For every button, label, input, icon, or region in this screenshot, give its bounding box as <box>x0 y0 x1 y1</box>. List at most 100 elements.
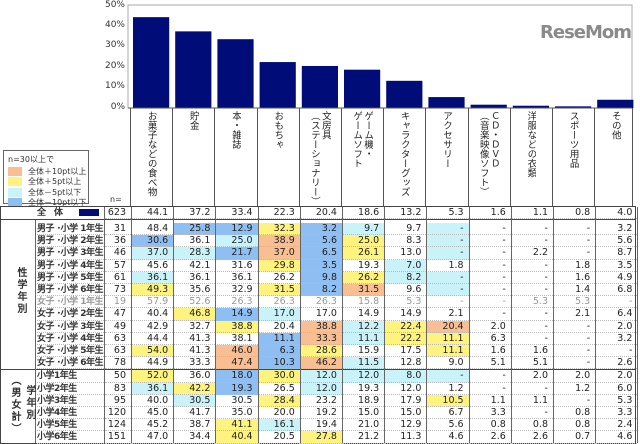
row-value: 52.6 <box>173 296 216 309</box>
row-n: 78 <box>105 357 131 370</box>
row-value: 26.2 <box>257 272 300 284</box>
category-header-text: 貯金 <box>188 108 199 206</box>
row-value: - <box>468 247 511 260</box>
row-n: 124 <box>105 419 131 432</box>
legend-swatch <box>8 166 22 176</box>
row-value: 2.0 <box>468 321 511 333</box>
row-label: 男子 ･小学 5年生 <box>37 272 104 284</box>
row-value: 13.0 <box>384 247 427 260</box>
bar <box>512 105 549 108</box>
group-label-gender-grade: 性学年別 <box>15 267 26 315</box>
row-value: - <box>426 235 469 248</box>
total-label: 全 体 <box>37 208 63 218</box>
row-value: - <box>553 235 596 248</box>
row-value: 35.6 <box>173 284 216 297</box>
row-value: 52.0 <box>131 370 174 383</box>
legend-label: 全体－5pt以下 <box>28 187 82 197</box>
row-label: 男子 ･小学 1年生 <box>37 224 104 236</box>
category-header: その他 <box>594 108 636 206</box>
row-value: 5.3 <box>510 296 553 309</box>
y-tick-label: 40% <box>104 19 125 30</box>
row-value: 0.8 <box>553 407 596 420</box>
row-value: 2.1 <box>426 308 469 321</box>
row-value: 10.5 <box>426 394 469 407</box>
row-value: 46.0 <box>215 345 258 358</box>
row-value: 2.2 <box>510 247 553 260</box>
category-label: 洋服などの衣類 <box>525 111 537 178</box>
n-label: n= <box>110 195 122 204</box>
row-value: 40.0 <box>131 395 174 407</box>
row-value: 28.3 <box>173 247 216 260</box>
row-value: 36.1 <box>131 271 174 284</box>
column-divider <box>214 108 216 206</box>
row-value: - <box>426 271 469 284</box>
row-value: - <box>468 235 511 248</box>
row-value: 6.4 <box>595 308 638 321</box>
row-value: 11.1 <box>257 332 300 345</box>
row-label: 女子 ･小学 4年生 <box>37 333 104 345</box>
row-value: 28.4 <box>257 394 300 407</box>
bar <box>386 80 423 108</box>
category-label: 貯金 <box>187 111 199 130</box>
row-value: 3.5 <box>595 260 638 272</box>
total-value: 5.3 <box>426 207 469 220</box>
row-value: 30.0 <box>257 370 300 383</box>
row-value: - <box>426 284 469 297</box>
category-header: キャラクターグッズ <box>383 108 425 206</box>
row-n: 120 <box>105 407 131 420</box>
category-header-text: スポーツ用品 <box>568 108 579 206</box>
row-value: 19.3 <box>342 383 385 395</box>
row-value: 5.6 <box>299 235 342 248</box>
row-value: 49.3 <box>131 284 174 297</box>
y-tick-label: 0% <box>110 102 125 112</box>
column-divider <box>131 207 132 443</box>
y-tick-label: 50% <box>104 0 125 10</box>
category-label: おもちゃ <box>272 111 284 149</box>
column-divider <box>173 207 175 443</box>
category-header-text: おもちゃ <box>272 108 283 206</box>
divider <box>1 369 635 370</box>
category-label: アクセサリー <box>440 111 452 168</box>
row-value: 15.8 <box>342 296 385 309</box>
column-divider <box>595 207 597 443</box>
row-value: 21.2 <box>342 431 385 444</box>
column-divider <box>342 207 343 443</box>
category-label: その他 <box>609 111 621 140</box>
column-divider <box>425 108 427 206</box>
column-divider <box>383 108 385 206</box>
category-label: スポーツ用品 <box>567 111 579 168</box>
row-value: 2.1 <box>553 308 596 321</box>
row-value: 26.3 <box>299 296 342 309</box>
row-value: 31.5 <box>342 284 385 297</box>
row-value: - <box>468 223 511 236</box>
row-value: - <box>468 383 511 395</box>
bar <box>301 65 338 108</box>
row-label: 男子 ･小学 6年生 <box>37 285 104 297</box>
row-value: 25.0 <box>342 235 385 248</box>
bar <box>133 17 170 108</box>
row-value: 30.6 <box>131 235 174 248</box>
row-value: 17.0 <box>299 308 342 321</box>
legend-item: 全体＋5pt以上 <box>8 177 84 188</box>
row-value: - <box>595 296 638 309</box>
bar <box>344 69 381 108</box>
row-value: 15.0 <box>384 407 427 420</box>
row-value: 17.5 <box>384 345 427 358</box>
y-tick-label: 10% <box>104 81 125 92</box>
row-value: 22.2 <box>384 332 427 345</box>
row-value: 12.8 <box>384 357 427 370</box>
row-value: 3.2 <box>595 333 638 345</box>
total-n: 623 <box>105 207 131 220</box>
row-value: - <box>595 345 638 358</box>
column-divider <box>215 207 217 443</box>
row-value: 12.2 <box>342 320 385 333</box>
total-value: 20.4 <box>299 207 342 220</box>
row-value: 30.5 <box>173 394 216 407</box>
row-value: 17.0 <box>257 308 300 321</box>
row-value: 9.8 <box>299 271 342 284</box>
row-value: 2.6 <box>468 431 511 444</box>
row-value: 4.6 <box>595 431 638 444</box>
column-divider <box>467 108 469 206</box>
row-n: 50 <box>105 370 131 383</box>
watermark-logo: ReseMom <box>540 22 632 43</box>
